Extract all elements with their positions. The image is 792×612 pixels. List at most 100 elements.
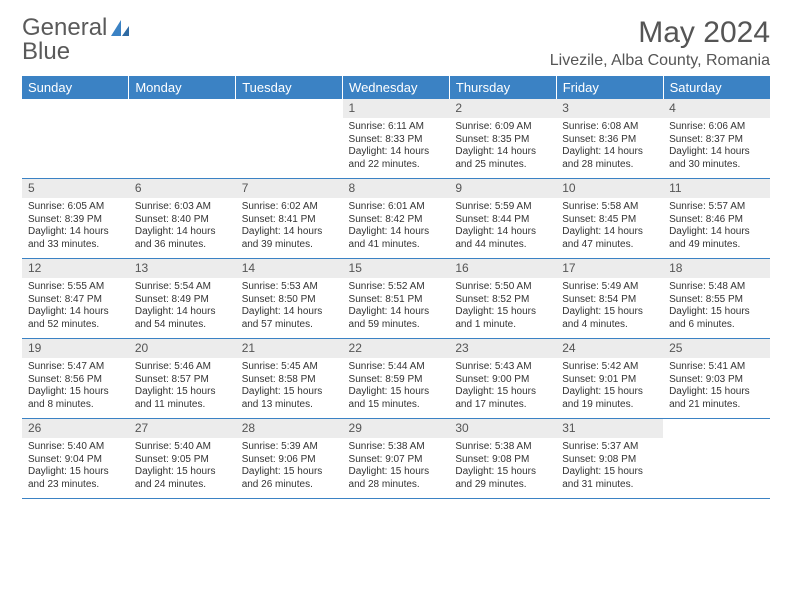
day-info-line: Sunrise: 5:53 AM [242,281,337,294]
day-info-line: Sunset: 9:00 PM [455,374,550,387]
calendar-day-cell: 20Sunrise: 5:46 AMSunset: 8:57 PMDayligh… [129,339,236,419]
day-body: Sunrise: 5:42 AMSunset: 9:01 PMDaylight:… [556,358,663,418]
day-info-line: Daylight: 15 hours [28,386,123,399]
day-info-line: and 59 minutes. [349,319,444,332]
calendar-day-cell: 2Sunrise: 6:09 AMSunset: 8:35 PMDaylight… [449,99,556,179]
day-info-line: Sunset: 8:44 PM [455,214,550,227]
day-info-line: Sunrise: 5:45 AM [242,361,337,374]
day-info-line: Sunrise: 5:55 AM [28,281,123,294]
day-info-line: Daylight: 15 hours [28,466,123,479]
day-body: Sunrise: 5:45 AMSunset: 8:58 PMDaylight:… [236,358,343,418]
day-info-line: and 8 minutes. [28,399,123,412]
day-info-line: Daylight: 14 hours [242,306,337,319]
day-body: Sunrise: 5:53 AMSunset: 8:50 PMDaylight:… [236,278,343,338]
day-info-line: Daylight: 14 hours [669,146,764,159]
day-body: Sunrise: 5:44 AMSunset: 8:59 PMDaylight:… [343,358,450,418]
day-body: Sunrise: 5:41 AMSunset: 9:03 PMDaylight:… [663,358,770,418]
day-number: 5 [22,179,129,198]
day-info-line: and 44 minutes. [455,239,550,252]
day-info-line: Sunset: 9:05 PM [135,454,230,467]
calendar-week-row: 5Sunrise: 6:05 AMSunset: 8:39 PMDaylight… [22,179,770,259]
weekday-header: Thursday [449,76,556,99]
day-info-line: Sunset: 8:42 PM [349,214,444,227]
day-body: Sunrise: 6:03 AMSunset: 8:40 PMDaylight:… [129,198,236,258]
day-body: Sunrise: 5:46 AMSunset: 8:57 PMDaylight:… [129,358,236,418]
day-info-line: Sunset: 8:41 PM [242,214,337,227]
day-info-line: Sunset: 9:07 PM [349,454,444,467]
day-number: 27 [129,419,236,438]
day-info-line: Sunset: 9:03 PM [669,374,764,387]
logo: General Blue [22,16,131,64]
day-body: Sunrise: 5:52 AMSunset: 8:51 PMDaylight:… [343,278,450,338]
day-body: Sunrise: 6:06 AMSunset: 8:37 PMDaylight:… [663,118,770,178]
day-info-line: and 39 minutes. [242,239,337,252]
day-info-line: Sunset: 8:51 PM [349,294,444,307]
day-body: Sunrise: 5:59 AMSunset: 8:44 PMDaylight:… [449,198,556,258]
day-info-line: Sunrise: 5:46 AM [135,361,230,374]
day-info-line: Sunset: 8:46 PM [669,214,764,227]
day-info-line: and 26 minutes. [242,479,337,492]
calendar-day-cell: 29Sunrise: 5:38 AMSunset: 9:07 PMDayligh… [343,419,450,499]
day-info-line: Sunrise: 5:38 AM [455,441,550,454]
calendar-week-row: 26Sunrise: 5:40 AMSunset: 9:04 PMDayligh… [22,419,770,499]
day-number: 16 [449,259,556,278]
day-info-line: and 15 minutes. [349,399,444,412]
day-info-line: and 19 minutes. [562,399,657,412]
day-info-line: Sunset: 8:40 PM [135,214,230,227]
day-info-line: Sunrise: 5:44 AM [349,361,444,374]
day-info-line: Sunset: 8:58 PM [242,374,337,387]
day-info-line: Daylight: 15 hours [669,306,764,319]
day-info-line: and 31 minutes. [562,479,657,492]
day-info-line: Daylight: 14 hours [28,226,123,239]
day-info-line: Sunrise: 5:42 AM [562,361,657,374]
day-body: Sunrise: 5:58 AMSunset: 8:45 PMDaylight:… [556,198,663,258]
day-body: Sunrise: 5:40 AMSunset: 9:04 PMDaylight:… [22,438,129,498]
day-number: 31 [556,419,663,438]
calendar-day-cell: 7Sunrise: 6:02 AMSunset: 8:41 PMDaylight… [236,179,343,259]
day-info-line: Daylight: 15 hours [562,466,657,479]
day-body: Sunrise: 5:37 AMSunset: 9:08 PMDaylight:… [556,438,663,498]
calendar-day-cell: 21Sunrise: 5:45 AMSunset: 8:58 PMDayligh… [236,339,343,419]
day-info-line: Daylight: 14 hours [349,306,444,319]
day-number: 25 [663,339,770,358]
calendar-day-cell: 4Sunrise: 6:06 AMSunset: 8:37 PMDaylight… [663,99,770,179]
day-info-line: Sunset: 9:08 PM [455,454,550,467]
day-info-line: Sunset: 8:39 PM [28,214,123,227]
day-info-line: Sunset: 9:04 PM [28,454,123,467]
day-info-line: and 28 minutes. [349,479,444,492]
day-info-line: Daylight: 14 hours [28,306,123,319]
day-body: Sunrise: 5:57 AMSunset: 8:46 PMDaylight:… [663,198,770,258]
day-body: Sunrise: 6:02 AMSunset: 8:41 PMDaylight:… [236,198,343,258]
calendar-day-cell: 24Sunrise: 5:42 AMSunset: 9:01 PMDayligh… [556,339,663,419]
day-number: 14 [236,259,343,278]
calendar-day-cell: 15Sunrise: 5:52 AMSunset: 8:51 PMDayligh… [343,259,450,339]
day-info-line: Daylight: 15 hours [669,386,764,399]
day-info-line: Sunrise: 5:49 AM [562,281,657,294]
day-body: Sunrise: 6:05 AMSunset: 8:39 PMDaylight:… [22,198,129,258]
sail-icon [109,18,131,45]
location: Livezile, Alba County, Romania [550,52,770,70]
day-info-line: Sunrise: 6:05 AM [28,201,123,214]
calendar-day-cell: 28Sunrise: 5:39 AMSunset: 9:06 PMDayligh… [236,419,343,499]
day-info-line: Sunset: 8:56 PM [28,374,123,387]
day-info-line: Daylight: 14 hours [562,226,657,239]
day-body: Sunrise: 6:11 AMSunset: 8:33 PMDaylight:… [343,118,450,178]
header: General Blue May 2024 Livezile, Alba Cou… [22,16,770,70]
day-number: 17 [556,259,663,278]
day-number: 4 [663,99,770,118]
day-info-line: Sunset: 8:36 PM [562,134,657,147]
day-number: 7 [236,179,343,198]
calendar-day-cell: 13Sunrise: 5:54 AMSunset: 8:49 PMDayligh… [129,259,236,339]
day-info-line: Daylight: 14 hours [562,146,657,159]
day-number: 3 [556,99,663,118]
day-info-line: Daylight: 14 hours [669,226,764,239]
day-info-line: Sunset: 8:50 PM [242,294,337,307]
day-info-line: Daylight: 15 hours [349,466,444,479]
day-info-line: Daylight: 14 hours [349,146,444,159]
day-info-line: Daylight: 15 hours [455,386,550,399]
day-body: Sunrise: 5:55 AMSunset: 8:47 PMDaylight:… [22,278,129,338]
day-info-line: and 29 minutes. [455,479,550,492]
day-info-line: Sunrise: 5:50 AM [455,281,550,294]
day-number: 8 [343,179,450,198]
calendar-day-cell [236,99,343,179]
